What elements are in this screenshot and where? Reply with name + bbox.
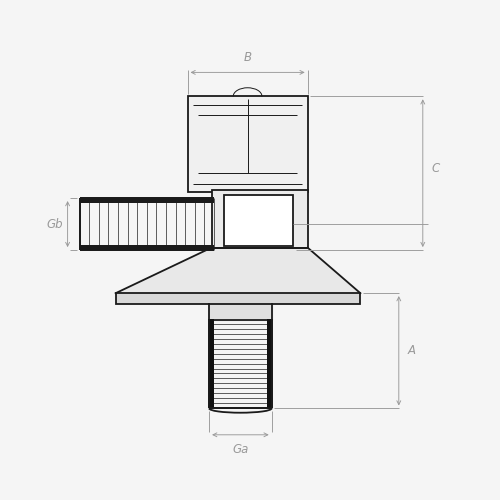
- Polygon shape: [209, 394, 214, 398]
- Polygon shape: [267, 404, 272, 408]
- Polygon shape: [209, 398, 214, 404]
- Polygon shape: [267, 354, 272, 358]
- Polygon shape: [267, 318, 272, 324]
- Bar: [188, 96, 308, 192]
- Polygon shape: [209, 334, 214, 338]
- Polygon shape: [209, 344, 214, 348]
- Polygon shape: [267, 328, 272, 334]
- Text: A: A: [408, 344, 416, 358]
- Polygon shape: [209, 348, 214, 354]
- Polygon shape: [267, 344, 272, 348]
- Polygon shape: [267, 388, 272, 394]
- Polygon shape: [209, 354, 214, 358]
- Polygon shape: [209, 374, 214, 378]
- Polygon shape: [209, 388, 214, 394]
- Polygon shape: [267, 334, 272, 338]
- Polygon shape: [116, 248, 360, 293]
- Polygon shape: [209, 404, 214, 408]
- Polygon shape: [267, 394, 272, 398]
- Polygon shape: [209, 324, 214, 328]
- Polygon shape: [267, 378, 272, 384]
- Polygon shape: [209, 384, 214, 388]
- Polygon shape: [209, 368, 214, 374]
- Polygon shape: [209, 338, 214, 344]
- Polygon shape: [267, 368, 272, 374]
- Text: Gb: Gb: [46, 218, 63, 230]
- Polygon shape: [209, 358, 214, 364]
- Bar: [212, 190, 308, 248]
- Polygon shape: [209, 378, 214, 384]
- Bar: [116, 293, 360, 304]
- Polygon shape: [267, 324, 272, 328]
- Polygon shape: [267, 374, 272, 378]
- Polygon shape: [267, 338, 272, 344]
- Text: Ga: Ga: [232, 444, 248, 456]
- Text: C: C: [432, 162, 440, 175]
- Polygon shape: [267, 358, 272, 364]
- Polygon shape: [209, 318, 214, 324]
- Polygon shape: [209, 303, 272, 320]
- Polygon shape: [267, 364, 272, 368]
- Polygon shape: [209, 364, 214, 368]
- Polygon shape: [209, 328, 214, 334]
- Polygon shape: [267, 384, 272, 388]
- Polygon shape: [267, 348, 272, 354]
- Bar: [224, 195, 293, 246]
- Polygon shape: [267, 398, 272, 404]
- Text: B: B: [244, 51, 252, 64]
